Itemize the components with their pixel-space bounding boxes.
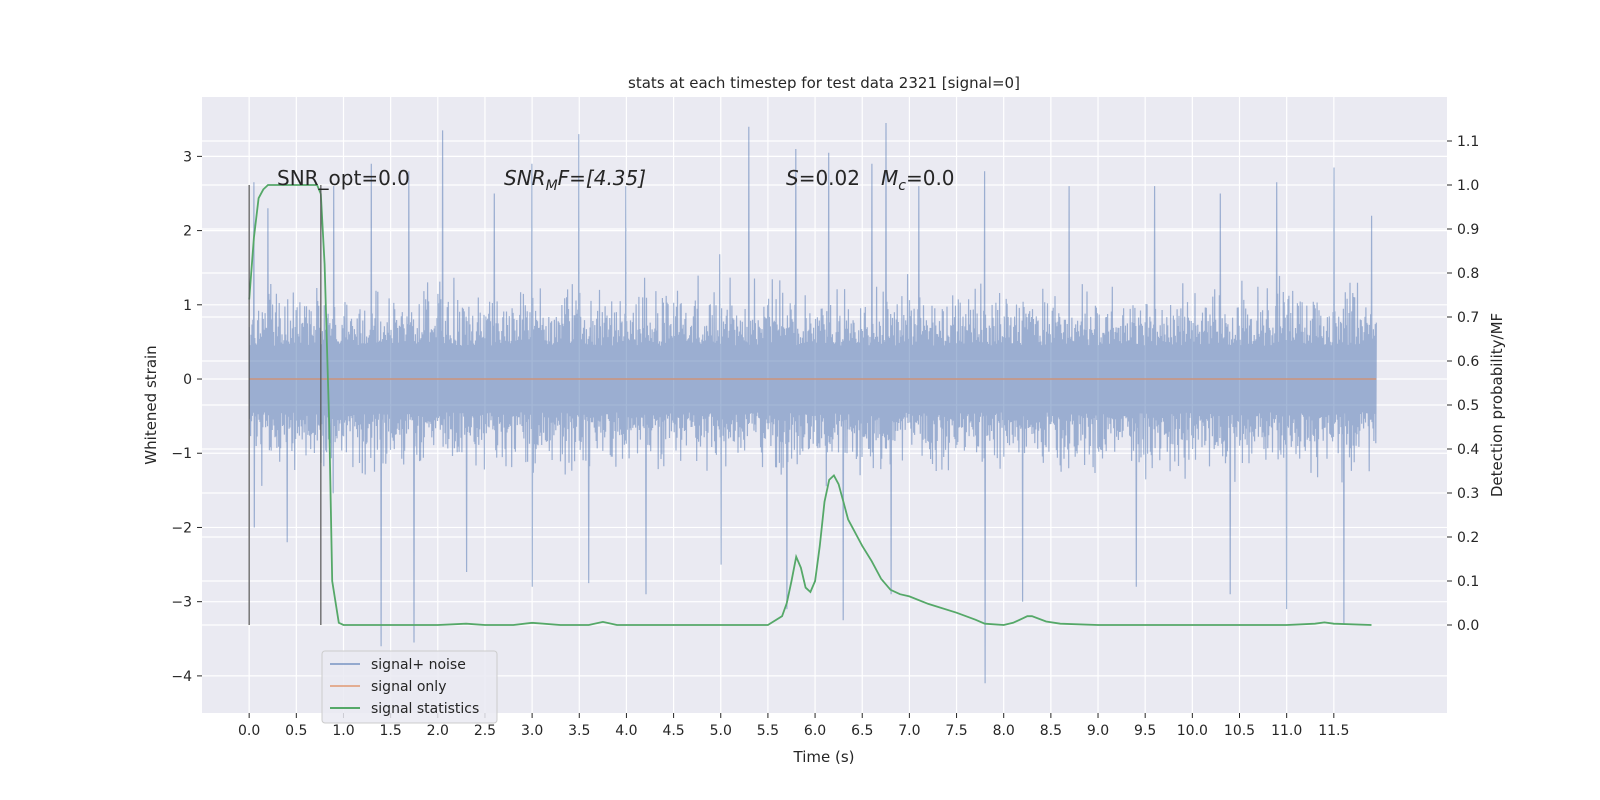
x-tick-label: 7.5	[945, 723, 967, 739]
x-tick-label: 8.5	[1040, 723, 1062, 739]
annotation-s-value: =0.02	[799, 166, 860, 190]
annotation-s: S=0.02	[786, 166, 860, 190]
x-tick-label: 6.0	[804, 723, 826, 739]
y-tick-label: −1	[171, 446, 192, 462]
y-right-tick-label: 0.6	[1457, 354, 1479, 370]
y-right-tick-label: 0.7	[1457, 310, 1479, 326]
y-tick-label: −4	[171, 669, 192, 685]
legend-label-signal-statistics: signal statistics	[371, 701, 479, 717]
legend: signal+ noise signal only signal statist…	[321, 650, 498, 724]
y-right-axis-label: Detection probability/MF	[1488, 313, 1506, 497]
x-tick-label: 4.5	[662, 723, 684, 739]
y-right-tick-label: 0.2	[1457, 530, 1479, 546]
annotation-mc-symbol: M	[881, 166, 898, 190]
x-tick-label: 0.0	[238, 723, 260, 739]
y-tick-label: 2	[183, 224, 192, 240]
annotation-snr-mf: SNRMF=[4.35]	[504, 166, 646, 194]
ticks-layer: 0.0 0.5 1.0 1.5 2.0 2.5 3.0 3.5 4.0 4.5 5.0 5.5 6.0 6…	[171, 134, 1479, 739]
annotation-snr-mf-symbol: SNR	[504, 166, 546, 190]
x-tick-label: 3.0	[521, 723, 543, 739]
x-tick-label: 2.5	[474, 723, 496, 739]
annotation-snr-opt: SNR_opt=0.0	[277, 166, 410, 190]
series-line-signal-statistics	[248, 184, 1372, 626]
y-tick-label: 3	[183, 149, 192, 165]
x-tick-label: 1.5	[380, 723, 402, 739]
series-layer	[248, 122, 1377, 684]
y-tick-label: −2	[171, 520, 192, 536]
y-tick-label: 1	[183, 298, 192, 314]
y-right-tick-label: 0.5	[1457, 398, 1479, 414]
x-tick-label: 6.5	[851, 723, 873, 739]
y-right-tick-label: 0.1	[1457, 574, 1479, 590]
y-right-tick-label: 0.8	[1457, 266, 1479, 282]
x-tick-label: 10.5	[1224, 723, 1255, 739]
x-tick-label: 5.0	[710, 723, 732, 739]
annotation-mc-value: =0.0	[906, 166, 955, 190]
markers-layer	[248, 185, 322, 625]
annotation-snr-mf-f: F=[4.35]	[558, 166, 646, 190]
annotation-snr-mf-subscript: M	[546, 178, 558, 194]
y-axis-label: Whitened strain	[142, 345, 160, 464]
y-tick-label: 0	[183, 372, 192, 388]
series-line-signal-noise	[248, 122, 1377, 684]
y-right-tick-label: 0.0	[1457, 618, 1479, 634]
legend-label-signal-noise: signal+ noise	[371, 657, 466, 673]
x-tick-label: 9.0	[1087, 723, 1109, 739]
x-tick-label: 8.0	[993, 723, 1015, 739]
legend-box	[321, 650, 498, 724]
x-tick-label: 7.0	[898, 723, 920, 739]
y-right-tick-label: 0.9	[1457, 222, 1479, 238]
y-tick-label: −3	[171, 595, 192, 611]
y-right-tick-label: 0.4	[1457, 442, 1479, 458]
chart-title: stats at each timestep for test data 232…	[628, 74, 1020, 92]
x-tick-label: 0.5	[285, 723, 307, 739]
y-right-tick-label: 0.3	[1457, 486, 1479, 502]
x-tick-label: 4.0	[615, 723, 637, 739]
x-axis-label: Time (s)	[793, 748, 855, 766]
x-tick-label: 5.5	[757, 723, 779, 739]
x-tick-label: 1.0	[332, 723, 354, 739]
x-tick-label: 11.5	[1318, 723, 1349, 739]
legend-label-signal-only: signal only	[371, 679, 446, 695]
x-tick-label: 10.0	[1177, 723, 1208, 739]
annotation-s-symbol: S	[786, 166, 799, 190]
x-tick-label: 11.0	[1271, 723, 1302, 739]
annotation-mc: Mc=0.0	[881, 166, 955, 194]
x-tick-label: 2.0	[427, 723, 449, 739]
annotation-mc-subscript: c	[898, 178, 906, 194]
y-right-tick-label: 1.1	[1457, 134, 1479, 150]
x-tick-label: 3.5	[568, 723, 590, 739]
y-right-tick-label: 1.0	[1457, 178, 1479, 194]
x-tick-label: 9.5	[1134, 723, 1156, 739]
